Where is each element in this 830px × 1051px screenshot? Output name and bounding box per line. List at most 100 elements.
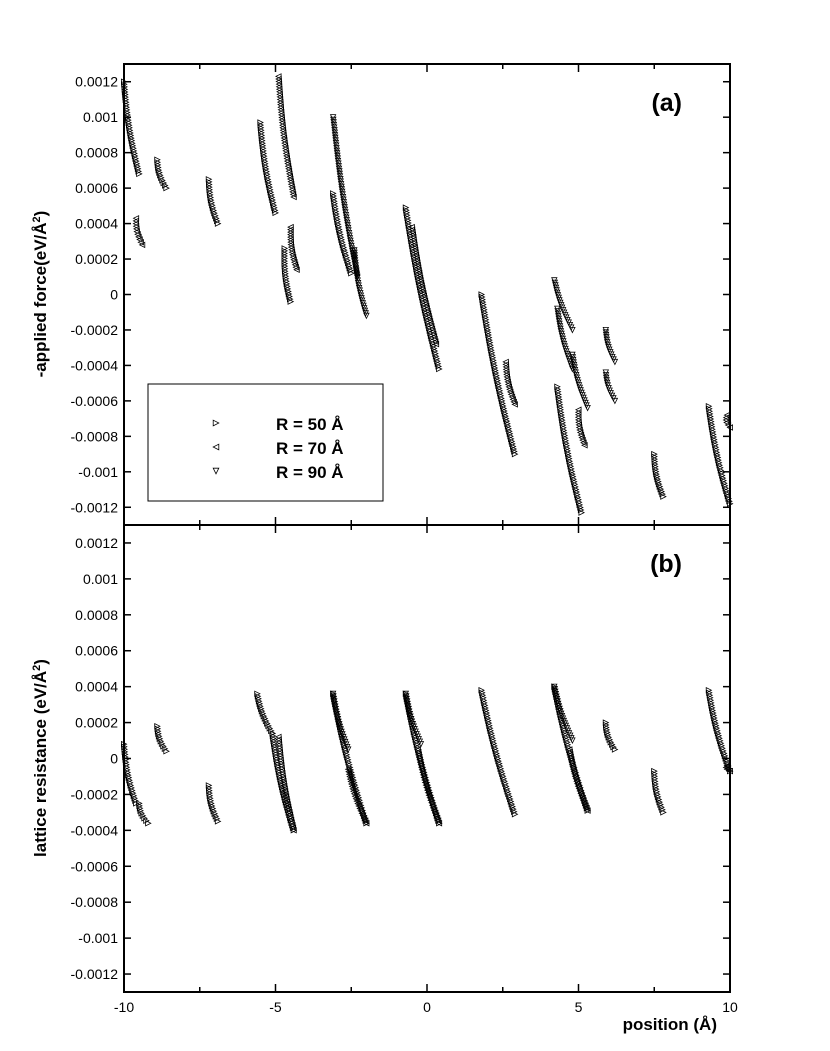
data-point-series-1 bbox=[502, 415, 510, 422]
data-point-series-1 bbox=[493, 750, 500, 757]
data-point-series-1 bbox=[265, 722, 272, 730]
data-point-series-1 bbox=[260, 712, 268, 720]
data-point-series-1 bbox=[136, 170, 143, 178]
data-point-series-2 bbox=[361, 817, 369, 824]
panel-b-y-tick-label: 0 bbox=[110, 751, 118, 767]
data-point-series-1 bbox=[419, 764, 427, 771]
panel-a-tag: (a) bbox=[651, 89, 682, 117]
data-point-series-2 bbox=[435, 819, 443, 827]
data-point-series-1 bbox=[723, 757, 730, 765]
data-point-series-2 bbox=[137, 238, 144, 246]
data-point-series-1 bbox=[342, 748, 350, 756]
legend-marker-2 bbox=[212, 443, 220, 451]
panel-b-y-tick-label: 0.001 bbox=[83, 571, 118, 587]
data-point-series-1 bbox=[658, 488, 665, 495]
data-point-series-1 bbox=[257, 705, 265, 712]
data-point-series-2 bbox=[134, 230, 141, 238]
x-tick-label: 10 bbox=[722, 999, 738, 1015]
panel-a-data bbox=[121, 73, 734, 516]
data-point-series-1 bbox=[257, 702, 264, 710]
panel-b-y-tick-label: -0.0002 bbox=[71, 786, 119, 802]
data-point-series-1 bbox=[656, 798, 663, 806]
data-point-series-2 bbox=[290, 193, 297, 201]
data-point-series-2 bbox=[425, 791, 433, 799]
data-point-series-2 bbox=[511, 401, 518, 408]
data-point-series-2 bbox=[723, 411, 730, 419]
data-point-series-1 bbox=[143, 817, 150, 824]
data-point-series-3 bbox=[344, 746, 352, 753]
legend-marker-1 bbox=[212, 419, 220, 427]
panel-b-y-axis-title: lattice resistance (eV/Å2) bbox=[31, 659, 50, 857]
data-point-series-1 bbox=[127, 782, 135, 789]
panel-a-y-axis-title-superscript: 2 bbox=[31, 216, 43, 222]
panel-a-y-tick-label: 0.0004 bbox=[75, 216, 118, 232]
x-axis-title: position (Å) bbox=[623, 1015, 717, 1034]
panel-b-y-axis-title-close: ) bbox=[31, 659, 50, 665]
data-point-series-1 bbox=[496, 760, 503, 767]
data-point-series-1 bbox=[610, 743, 617, 751]
data-point-series-1 bbox=[255, 697, 263, 705]
data-point-series-1 bbox=[212, 812, 220, 820]
data-point-series-1 bbox=[487, 727, 494, 734]
legend-box bbox=[147, 383, 384, 502]
data-point-series-2 bbox=[726, 424, 733, 431]
data-point-series-1 bbox=[714, 727, 721, 734]
data-point-series-1 bbox=[264, 720, 271, 727]
data-point-series-1 bbox=[501, 778, 508, 785]
data-point-series-1 bbox=[500, 775, 508, 783]
panel-b-y-tick-label: -0.0008 bbox=[71, 894, 119, 910]
panel-a-y-tick-label: 0.0002 bbox=[75, 251, 118, 267]
data-point-series-2 bbox=[362, 819, 370, 827]
data-point-series-1 bbox=[145, 819, 152, 827]
panel-b-y-tick-label: -0.0004 bbox=[71, 822, 119, 838]
data-point-series-1 bbox=[272, 209, 279, 217]
data-point-series-3 bbox=[569, 326, 576, 334]
data-point-series-3 bbox=[363, 312, 370, 320]
panel-a-y-tick-label: 0.0006 bbox=[75, 180, 118, 196]
data-point-series-2 bbox=[432, 340, 440, 348]
data-point-series-1 bbox=[604, 731, 612, 739]
x-tick-label: 0 bbox=[423, 999, 431, 1015]
panel-b-data bbox=[121, 683, 734, 834]
data-point-series-1 bbox=[141, 814, 148, 822]
data-point-series-1 bbox=[719, 474, 727, 482]
data-point-series-1 bbox=[660, 809, 667, 816]
data-point-series-1 bbox=[717, 737, 724, 745]
data-point-series-1 bbox=[133, 800, 140, 807]
data-point-series-3 bbox=[611, 397, 619, 405]
data-point-series-2 bbox=[136, 236, 143, 243]
data-point-series-1 bbox=[721, 750, 728, 757]
data-point-series-1 bbox=[430, 345, 438, 352]
data-point-series-2 bbox=[724, 421, 732, 429]
x-tick-label: 5 bbox=[575, 999, 583, 1015]
data-point-series-1 bbox=[137, 807, 144, 815]
legend: R = 50 Å R = 70 Å R = 90 Å bbox=[147, 383, 384, 502]
data-point-series-2 bbox=[429, 804, 437, 812]
data-point-series-1 bbox=[287, 298, 295, 305]
data-point-series-1 bbox=[432, 352, 440, 360]
data-point-series-3 bbox=[569, 737, 576, 744]
data-point-series-1 bbox=[720, 747, 727, 755]
data-point-series-2 bbox=[723, 419, 730, 426]
data-point-series-1 bbox=[163, 748, 170, 755]
data-point-series-2 bbox=[723, 762, 730, 769]
data-point-series-1 bbox=[160, 179, 168, 187]
data-point-series-1 bbox=[609, 741, 616, 748]
panel-b-y-tick-label: -0.0012 bbox=[71, 966, 119, 982]
data-point-series-1 bbox=[138, 810, 145, 817]
data-point-series-2 bbox=[357, 807, 364, 815]
data-point-series-1 bbox=[155, 732, 163, 740]
data-point-series-1 bbox=[657, 485, 665, 493]
data-point-series-1 bbox=[214, 220, 222, 227]
data-point-series-1 bbox=[499, 770, 506, 777]
data-point-series-1 bbox=[421, 771, 429, 779]
panel-b-tag: (b) bbox=[650, 550, 682, 578]
data-point-series-1 bbox=[714, 729, 722, 737]
panel-a-y-tick-label: -0.0012 bbox=[71, 499, 119, 515]
data-point-series-1 bbox=[139, 812, 147, 820]
data-point-series-1 bbox=[659, 490, 666, 498]
data-point-series-1 bbox=[605, 734, 613, 741]
data-point-series-1 bbox=[213, 215, 220, 222]
data-point-series-1 bbox=[161, 182, 169, 189]
